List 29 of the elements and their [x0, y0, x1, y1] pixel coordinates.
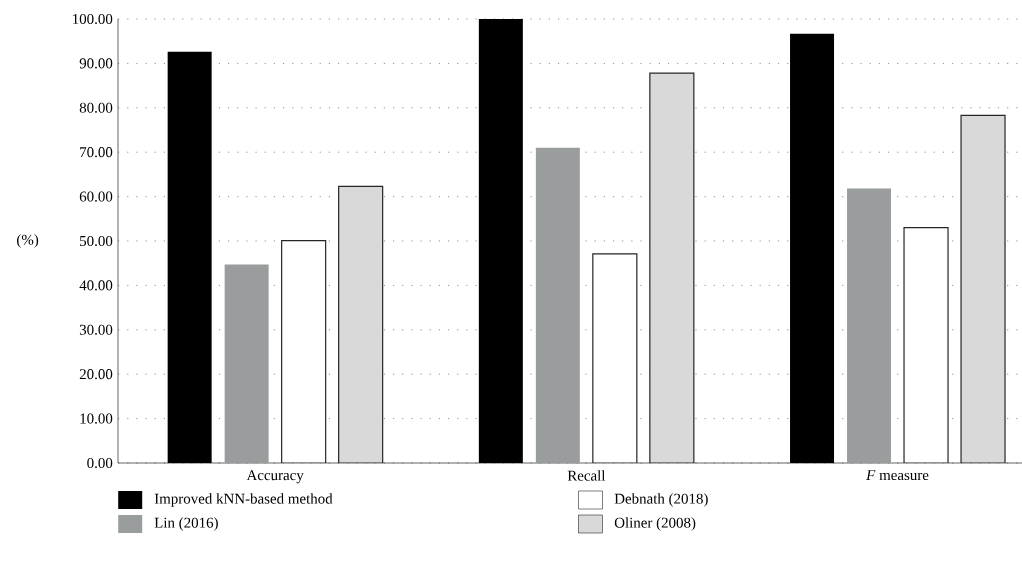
legend-label: Improved kNN-based method: [154, 493, 333, 507]
bar: [224, 264, 269, 463]
y-tick-label: 50.00: [80, 235, 113, 247]
bar: [649, 72, 695, 463]
y-tick-label: 70.00: [80, 147, 113, 158]
bar: [847, 188, 892, 463]
x-tick-label: Recall: [567, 470, 606, 481]
bar: [535, 147, 580, 463]
y-tick-label: 40.00: [79, 280, 113, 291]
legend-label: Lin (2016): [154, 517, 218, 531]
bar: [790, 33, 835, 463]
y-tick-label: 10.00: [80, 413, 113, 424]
y-tick-label: 20.00: [79, 369, 113, 380]
x-tick-label: Accuracy: [246, 470, 304, 484]
y-tick-label: 90.00: [79, 58, 113, 69]
legend-label: Oliner (2008): [614, 517, 696, 531]
bar: [338, 185, 384, 463]
y-axis-title: (%): [17, 234, 39, 248]
y-tick-label: 80.00: [79, 102, 113, 113]
text: Debnath (2018): [614, 493, 708, 507]
y-tick-label: 0.00: [87, 457, 113, 469]
bar: [167, 51, 212, 463]
x-tick-label: F measure: [866, 470, 929, 481]
bar: [478, 18, 523, 463]
y-tick-label: 100.00: [73, 13, 113, 25]
y-tick-label: 30.00: [79, 324, 113, 335]
bar: [281, 239, 327, 463]
y-tick-label: 60.00: [79, 191, 113, 202]
bar: [960, 114, 1006, 463]
